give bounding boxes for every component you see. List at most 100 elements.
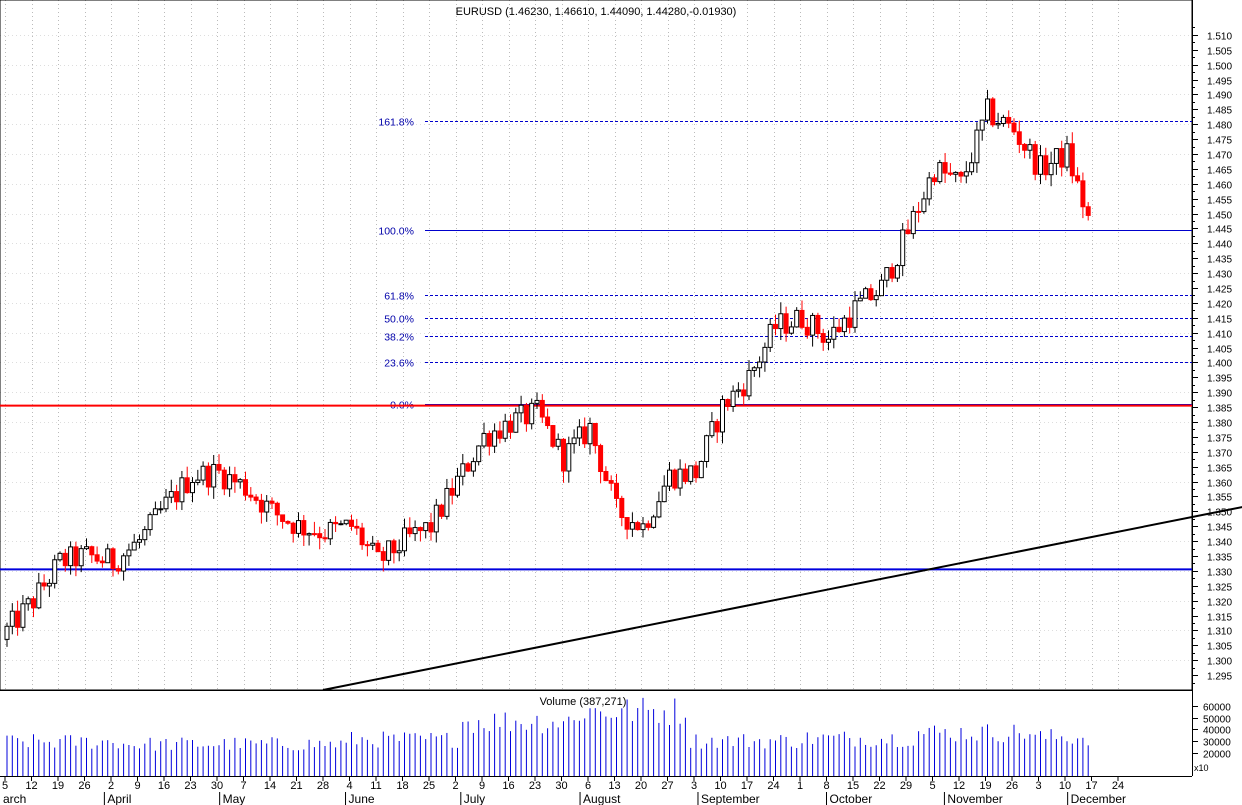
day-label: 24 <box>767 780 779 792</box>
candle <box>179 470 185 511</box>
candle <box>131 533 137 551</box>
candle <box>937 159 943 184</box>
candle-body <box>656 501 662 518</box>
candle-body <box>370 542 376 546</box>
day-label: 6 <box>585 780 591 792</box>
price-tick-label: 1.475 <box>1207 136 1232 147</box>
candle <box>126 543 132 566</box>
candle-body <box>407 527 413 535</box>
candle-body <box>1085 206 1091 216</box>
fib-label: 23.6% <box>384 358 414 370</box>
price-tick-label: 1.310 <box>1207 627 1232 638</box>
candle <box>926 172 932 206</box>
candle <box>1027 138 1033 159</box>
candle-body <box>720 399 725 433</box>
candle-body <box>68 546 74 567</box>
candle <box>57 551 63 562</box>
candle-body <box>322 537 328 540</box>
candle <box>15 600 21 636</box>
day-label: 16 <box>502 780 514 792</box>
day-label: 20 <box>635 780 647 792</box>
volume-tick-label: 60000 <box>1203 703 1231 714</box>
candle-body <box>1069 143 1075 177</box>
candle-body <box>714 421 720 433</box>
candle-body <box>126 549 132 557</box>
candle <box>799 300 805 330</box>
candle-body <box>910 210 916 235</box>
candle <box>52 554 58 589</box>
candle-body <box>1048 162 1054 176</box>
candle-body <box>333 521 339 525</box>
candle-body <box>783 313 789 334</box>
candle <box>852 291 858 333</box>
price-tick-label: 1.355 <box>1207 493 1232 504</box>
candle-body <box>110 548 116 570</box>
day-label: 1 <box>797 780 803 792</box>
candle <box>402 518 407 557</box>
candle <box>1000 114 1006 127</box>
trendline[interactable] <box>322 455 1242 691</box>
candle <box>635 520 641 531</box>
candle <box>317 526 323 550</box>
candle-body <box>476 445 482 463</box>
candle <box>508 414 513 439</box>
candle <box>1048 151 1054 187</box>
candle <box>232 466 238 493</box>
candle-body <box>900 229 906 267</box>
candle <box>68 541 74 575</box>
price-tick-label: 1.380 <box>1207 419 1232 430</box>
candle <box>470 457 476 477</box>
price-tick-label: 1.345 <box>1207 523 1232 534</box>
candle-body <box>958 171 964 177</box>
candle-body <box>327 521 333 540</box>
price-tick-label: 1.510 <box>1207 32 1232 43</box>
candle <box>942 153 948 183</box>
day-label: 17 <box>741 780 753 792</box>
candle <box>73 541 79 577</box>
day-label: 8 <box>823 780 829 792</box>
candle-body <box>1038 155 1043 175</box>
candle <box>439 503 445 520</box>
candle-body <box>115 568 121 572</box>
candle <box>121 553 127 581</box>
fib-label: 61.8% <box>384 291 414 303</box>
candle-body <box>614 482 619 499</box>
candle <box>566 436 572 483</box>
candle <box>380 546 386 572</box>
candle-body <box>598 445 604 473</box>
day-label: 16 <box>158 780 170 792</box>
candle-body <box>995 122 1001 126</box>
price-tick-label: 1.305 <box>1207 642 1232 653</box>
day-label: 14 <box>264 780 276 792</box>
candle-body <box>232 474 238 483</box>
candle <box>78 544 84 573</box>
price-tick-label: 1.470 <box>1207 151 1232 162</box>
candle <box>995 112 1001 130</box>
candle-body <box>730 390 736 408</box>
candle-body <box>338 523 344 526</box>
candle <box>1032 140 1038 181</box>
candle-body <box>561 438 566 472</box>
candle <box>428 512 434 541</box>
candle <box>841 314 847 337</box>
candle <box>391 538 397 564</box>
candle-body <box>857 297 863 302</box>
candle-body <box>513 412 519 433</box>
candle-body <box>905 229 911 235</box>
candle-body <box>709 421 715 437</box>
candle-body <box>688 465 694 482</box>
candle-body <box>645 523 651 528</box>
candle <box>184 466 190 494</box>
day-label: 10 <box>714 780 726 792</box>
candle <box>423 522 429 539</box>
candle-body <box>131 541 137 551</box>
candle <box>1022 143 1028 159</box>
candle <box>290 521 296 543</box>
month-label: arch <box>3 792 26 805</box>
candle-body <box>672 469 678 489</box>
candle <box>327 519 333 546</box>
candle-body <box>78 548 84 567</box>
candle <box>629 512 635 537</box>
candle-body <box>953 171 959 175</box>
